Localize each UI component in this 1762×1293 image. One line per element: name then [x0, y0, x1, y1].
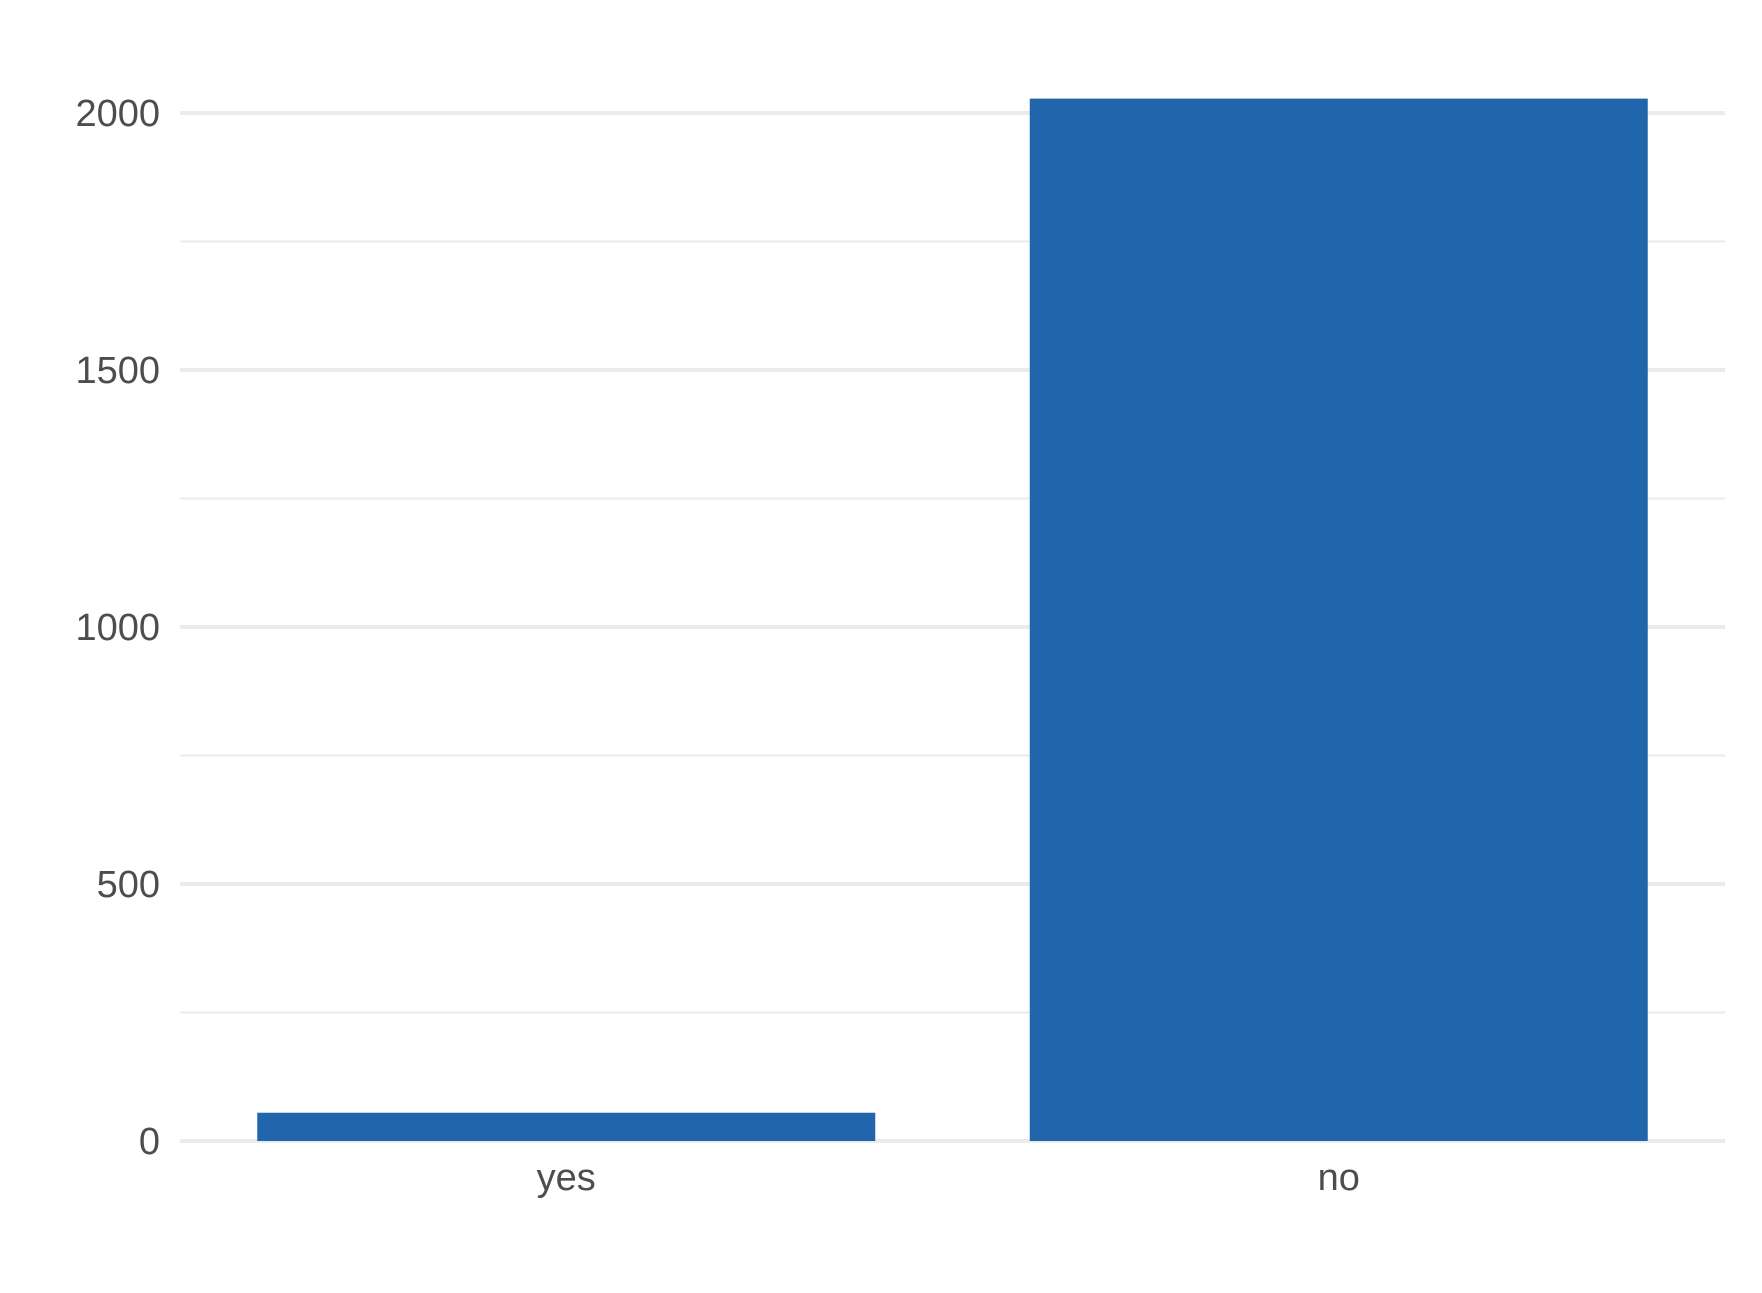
y-tick-label: 1000	[75, 607, 160, 649]
y-tick-label: 1500	[75, 350, 160, 392]
y-tick-label: 500	[97, 864, 160, 906]
bar-no	[1029, 98, 1648, 1141]
x-axis: yes no	[537, 1157, 1360, 1199]
x-tick-label: no	[1318, 1157, 1360, 1199]
bars	[257, 98, 1648, 1141]
y-tick-label: 2000	[75, 93, 160, 135]
bar-yes	[257, 1112, 876, 1141]
y-axis: 0 500 1000 1500 2000	[75, 93, 160, 1163]
y-tick-label: 0	[139, 1121, 160, 1163]
x-tick-label: yes	[537, 1157, 596, 1199]
